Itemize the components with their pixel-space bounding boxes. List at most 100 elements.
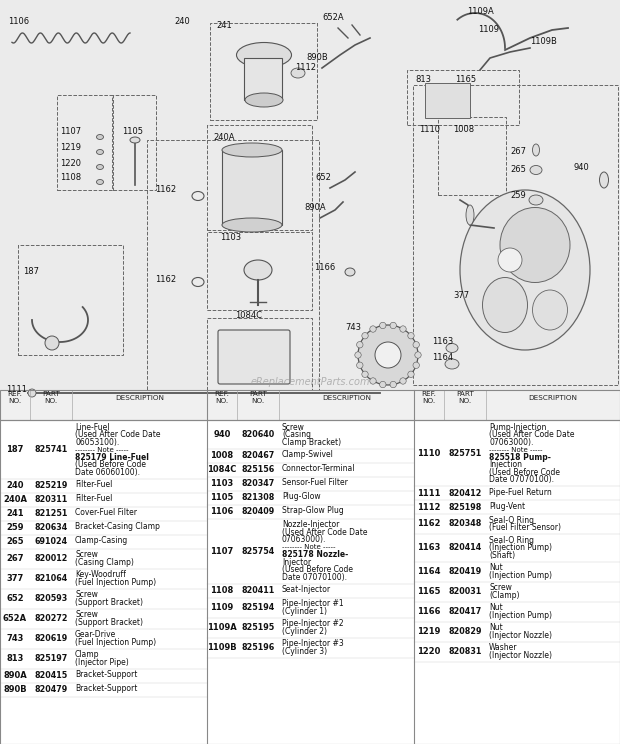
Text: (Used Before Code: (Used Before Code <box>489 468 560 477</box>
Text: 1111: 1111 <box>417 489 441 498</box>
Text: 940: 940 <box>213 430 231 439</box>
Circle shape <box>498 248 522 272</box>
Text: Washer: Washer <box>489 644 518 652</box>
Circle shape <box>415 352 421 358</box>
Text: Date 07070100).: Date 07070100). <box>489 475 554 484</box>
Text: 890A: 890A <box>3 671 27 680</box>
Text: Date 07070100).: Date 07070100). <box>282 573 347 582</box>
Text: 820419: 820419 <box>448 567 482 576</box>
Ellipse shape <box>222 143 282 157</box>
Circle shape <box>400 326 406 333</box>
Text: 06053100).: 06053100). <box>75 437 119 446</box>
Text: Nut: Nut <box>489 623 503 632</box>
Circle shape <box>413 341 419 348</box>
Text: 820829: 820829 <box>448 627 482 636</box>
Ellipse shape <box>236 42 291 68</box>
Text: (Injector Nozzle): (Injector Nozzle) <box>489 631 552 640</box>
Text: 1109A: 1109A <box>207 623 237 632</box>
Text: 820412: 820412 <box>448 489 482 498</box>
Text: 825741: 825741 <box>34 445 68 455</box>
Bar <box>438 117 506 195</box>
Ellipse shape <box>97 179 104 185</box>
Text: Filter-Fuel: Filter-Fuel <box>75 494 112 503</box>
Text: 820479: 820479 <box>34 685 68 694</box>
Text: 1084C: 1084C <box>207 465 237 474</box>
Text: 1084C: 1084C <box>235 310 262 319</box>
Text: 1112: 1112 <box>295 63 316 72</box>
Bar <box>0 390 620 744</box>
Text: 267: 267 <box>510 147 526 156</box>
Ellipse shape <box>345 268 355 276</box>
Text: Key-Woodruff: Key-Woodruff <box>75 570 126 580</box>
Text: (Support Bracket): (Support Bracket) <box>75 618 143 626</box>
Text: Plug-Vent: Plug-Vent <box>489 501 525 510</box>
Text: (Injection Pump): (Injection Pump) <box>489 611 552 620</box>
Text: 652: 652 <box>6 594 24 603</box>
Text: 1106: 1106 <box>210 507 234 516</box>
Text: 1219: 1219 <box>417 627 441 636</box>
Text: 1109B: 1109B <box>207 643 237 652</box>
Text: 265: 265 <box>510 165 526 175</box>
Ellipse shape <box>530 165 542 175</box>
Text: Sensor-Fuel Filter: Sensor-Fuel Filter <box>282 478 348 487</box>
Ellipse shape <box>130 137 140 143</box>
Text: Cover-Fuel Filter: Cover-Fuel Filter <box>75 508 137 517</box>
Text: 820619: 820619 <box>34 634 68 643</box>
Text: 820415: 820415 <box>34 671 68 680</box>
Text: 825178 Nozzle-: 825178 Nozzle- <box>282 551 348 559</box>
Text: (Shaft): (Shaft) <box>489 551 515 559</box>
Text: (Clamp): (Clamp) <box>489 591 520 600</box>
Text: 890B: 890B <box>3 685 27 694</box>
Text: PART
NO.: PART NO. <box>42 391 60 404</box>
Text: (Casing: (Casing <box>282 430 311 439</box>
Text: 240: 240 <box>174 18 190 27</box>
Circle shape <box>408 371 414 377</box>
Text: 1110: 1110 <box>419 126 440 135</box>
Text: 820012: 820012 <box>34 554 68 563</box>
Text: PART
NO.: PART NO. <box>456 391 474 404</box>
Bar <box>57 95 112 190</box>
Ellipse shape <box>445 359 459 369</box>
Text: Bracket-Support: Bracket-Support <box>75 684 138 693</box>
Text: 813: 813 <box>6 654 24 663</box>
Text: 825751: 825751 <box>448 449 482 458</box>
Text: 1162: 1162 <box>155 275 176 284</box>
Text: Seal-O Ring: Seal-O Ring <box>489 536 534 545</box>
Text: 825197: 825197 <box>34 654 68 663</box>
Text: 820417: 820417 <box>448 607 482 616</box>
Circle shape <box>370 326 376 333</box>
Text: 240: 240 <box>6 481 24 490</box>
Text: Nut: Nut <box>489 603 503 612</box>
Text: 1109: 1109 <box>210 603 234 612</box>
Text: (Used Before Code: (Used Before Code <box>282 565 353 574</box>
Text: 691024: 691024 <box>35 537 68 546</box>
Text: 1162: 1162 <box>155 185 176 194</box>
Text: DESCRIPTION: DESCRIPTION <box>528 394 577 400</box>
Text: Date 06060100).: Date 06060100). <box>75 468 140 477</box>
Ellipse shape <box>244 260 272 280</box>
Circle shape <box>362 333 368 339</box>
Text: -------- Note -----: -------- Note ----- <box>489 446 542 453</box>
Ellipse shape <box>446 344 458 353</box>
Circle shape <box>400 378 406 384</box>
Text: 820640: 820640 <box>241 430 275 439</box>
Text: (Casing Clamp): (Casing Clamp) <box>75 558 134 567</box>
Text: 377: 377 <box>6 574 24 583</box>
Text: 825219: 825219 <box>34 481 68 490</box>
Text: Nozzle-Injector: Nozzle-Injector <box>282 520 339 529</box>
Text: (Used After Code Date: (Used After Code Date <box>75 430 161 439</box>
Text: 1163: 1163 <box>417 543 441 552</box>
Circle shape <box>379 382 386 388</box>
Text: 1166: 1166 <box>314 263 335 272</box>
Circle shape <box>413 362 419 368</box>
Text: (Cylinder 1): (Cylinder 1) <box>282 607 327 616</box>
Text: PART
NO.: PART NO. <box>249 391 267 404</box>
Text: Pipe-Injector #2: Pipe-Injector #2 <box>282 619 343 628</box>
Text: (Fuel Injection Pump): (Fuel Injection Pump) <box>75 578 156 587</box>
Text: 820414: 820414 <box>448 543 482 552</box>
Ellipse shape <box>533 290 567 330</box>
Ellipse shape <box>460 190 590 350</box>
Text: 820311: 820311 <box>34 495 68 504</box>
Text: 743: 743 <box>6 634 24 643</box>
Text: Bracket-Casing Clamp: Bracket-Casing Clamp <box>75 522 160 531</box>
